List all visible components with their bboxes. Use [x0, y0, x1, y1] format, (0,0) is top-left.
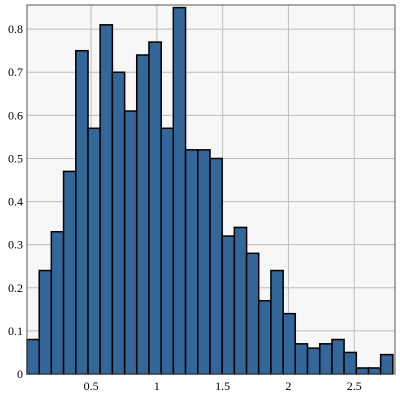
- bar: [26, 338, 40, 375]
- x-tick-label: 2.5: [347, 379, 362, 393]
- bar: [38, 269, 53, 375]
- bar: [245, 252, 260, 375]
- bar: [367, 367, 382, 375]
- bar: [270, 269, 284, 375]
- bar: [197, 149, 211, 375]
- y-tick-label: 0.2: [8, 281, 23, 295]
- bar: [172, 6, 187, 375]
- x-tick-label: 1.5: [215, 379, 230, 393]
- bar: [148, 41, 162, 375]
- bar: [318, 343, 333, 375]
- bar: [355, 367, 370, 375]
- bar: [87, 127, 101, 375]
- y-tick-label: 0.7: [8, 65, 23, 79]
- plot-frame: [26, 4, 396, 375]
- y-tick-label: 0.8: [8, 22, 23, 36]
- bar: [221, 235, 236, 375]
- x-tick-label: 2: [285, 379, 291, 393]
- y-tick-label: 0.4: [8, 195, 23, 209]
- bar: [111, 71, 126, 375]
- x-tick-label: 0.5: [84, 379, 99, 393]
- bar: [50, 230, 65, 375]
- bar: [135, 54, 150, 375]
- x-tick-label: 1: [154, 379, 160, 393]
- bar: [343, 351, 358, 375]
- y-tick-label: 0: [17, 367, 23, 381]
- bar: [209, 157, 223, 375]
- y-tick-label: 0.1: [8, 324, 23, 338]
- bar: [99, 24, 114, 375]
- bar: [62, 170, 77, 375]
- y-tick-label: 0.5: [8, 151, 23, 165]
- bar: [331, 338, 345, 375]
- bar: [306, 347, 321, 375]
- bar: [282, 312, 297, 375]
- bar: [379, 353, 394, 375]
- bar: [233, 226, 248, 375]
- bar: [257, 299, 272, 375]
- y-tick-label: 0.6: [8, 108, 23, 122]
- y-tick-label: 0.3: [8, 238, 23, 252]
- bar: [123, 110, 138, 375]
- bar: [160, 127, 175, 375]
- bar: [294, 343, 309, 375]
- bar: [184, 149, 199, 375]
- bar: [75, 49, 89, 375]
